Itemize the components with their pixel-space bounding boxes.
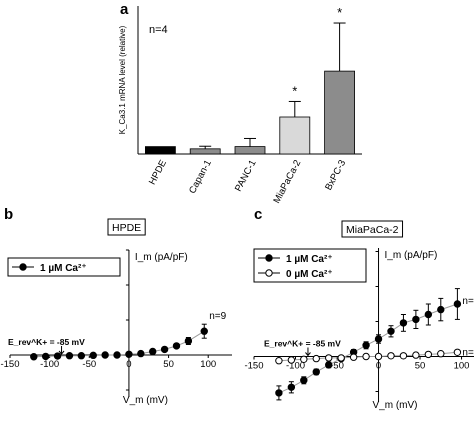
cell-line-label-box (341, 220, 404, 238)
cell-line-label: HPDE (112, 222, 141, 234)
data-point (41, 352, 50, 361)
data-point (113, 351, 121, 359)
data-point (349, 353, 358, 361)
data-point (337, 354, 345, 362)
legend-marker-0 (19, 263, 27, 271)
x-tick-label-3: 0 (126, 359, 131, 370)
legend-label-0: 1 µM Ca²⁺ (286, 254, 333, 265)
category-label-2: PANC-1 (233, 158, 259, 193)
data-point (275, 389, 283, 397)
erev-annotation: E_rev^K+ = -85 mV (8, 337, 85, 347)
x-tick-label-4: 50 (415, 361, 426, 372)
data-point (30, 353, 38, 361)
data-point (453, 348, 462, 356)
data-point (325, 361, 333, 369)
data-point (312, 354, 320, 363)
legend-box (7, 257, 121, 277)
panel-b-iv-plot-hpde: -150 -100 -50 0 50 100 I_m (pA/pF) V_m (mV) HPDE… (0, 218, 232, 406)
legend-marker-1 (265, 269, 273, 277)
data-point (160, 345, 169, 354)
data-point (312, 368, 320, 376)
cell-line-label: MiaPaCa-2 (346, 224, 399, 236)
bar-0 (144, 146, 176, 155)
erev-arrow-head (58, 350, 65, 355)
n-label-0: n=14 (462, 296, 474, 307)
data-point (89, 351, 97, 360)
data-point (300, 376, 308, 384)
data-point (437, 305, 445, 314)
x-tick-label-1: -100 (286, 361, 305, 372)
panel-label-a: a (120, 1, 129, 18)
cell-line-label-box (107, 218, 146, 236)
panel-label-c: c (254, 206, 262, 223)
x-tick-label-3: 0 (376, 361, 381, 372)
data-point (387, 352, 395, 360)
data-point (424, 350, 433, 359)
data-point (399, 352, 408, 360)
legend-label-0: 1 µM Ca²⁺ (40, 263, 87, 274)
bar-3 (279, 116, 311, 155)
data-point (453, 300, 462, 308)
y-axis-label: I_m (pA/pF) (135, 252, 188, 263)
data-point (275, 357, 283, 365)
data-point (200, 327, 208, 335)
category-label-1: Capan-1 (187, 158, 214, 195)
data-point (65, 352, 74, 360)
data-point (287, 356, 296, 364)
n-annotation: n=4 (149, 24, 168, 36)
data-point (325, 354, 333, 362)
data-point (287, 383, 296, 391)
y-axis-label: K_Ca3.1 mRNA level (relative) (118, 25, 127, 134)
erev-arrow-head (305, 352, 311, 357)
x-tick-label-1: -100 (40, 359, 59, 370)
data-point (424, 310, 433, 319)
data-point (300, 355, 308, 363)
x-tick-label-2: -50 (82, 359, 96, 370)
x-tick-label-0: -150 (0, 359, 19, 370)
data-point (399, 319, 408, 327)
category-label-3: MiaPaCa-2 (271, 158, 303, 205)
significance-marker-4: * (337, 5, 342, 20)
panel-a-bar-chart: n=4 K_Ca3.1 mRNA level (relative) HPDE Capa… (118, 5, 362, 205)
data-point (374, 335, 383, 343)
bar-4 (324, 70, 356, 155)
x-tick-label-2: -50 (330, 361, 344, 372)
data-point (125, 350, 133, 358)
x-tick-label-5: 100 (200, 359, 216, 370)
category-label-4: BxPC-3 (323, 158, 348, 192)
data-point (362, 341, 370, 349)
data-point (137, 349, 145, 358)
legend-label-1: 0 µM Ca²⁺ (286, 269, 333, 280)
legend-box (253, 248, 367, 283)
x-axis-label: V_m (mV) (123, 395, 168, 406)
data-point (101, 351, 109, 359)
data-point (412, 351, 420, 359)
x-tick-label-0: -150 (244, 361, 263, 372)
data-point (387, 327, 395, 335)
panel-label-b: b (4, 206, 13, 223)
data-point (172, 342, 181, 350)
x-tick-label-4: 50 (163, 359, 174, 370)
data-point (184, 337, 193, 345)
data-point (53, 352, 62, 360)
y-axis-label: I_m (pA/pF) (385, 250, 438, 261)
x-axis-label: V_m (mV) (373, 400, 418, 411)
significance-marker-3: * (292, 83, 297, 98)
data-point (149, 347, 157, 356)
legend-marker-0 (265, 254, 273, 262)
data-point (437, 350, 445, 358)
n-label-0: n=9 (209, 311, 226, 322)
data-point (362, 352, 370, 361)
panel-c-iv-plot-miapaca: -150 -100 -50 0 50 100 I_m (pA/pF) V_m (mV) MiaP… (244, 220, 474, 411)
data-point (77, 352, 86, 360)
bar-2 (234, 146, 266, 155)
erev-annotation: E_rev^K+ = -85 mV (264, 339, 341, 349)
x-tick-label-5: 100 (454, 361, 470, 372)
bar-1 (189, 148, 221, 155)
data-point (374, 352, 383, 361)
data-point (412, 315, 420, 324)
n-label-1: n=9 (462, 347, 474, 358)
category-label-0: HPDE (147, 158, 169, 186)
